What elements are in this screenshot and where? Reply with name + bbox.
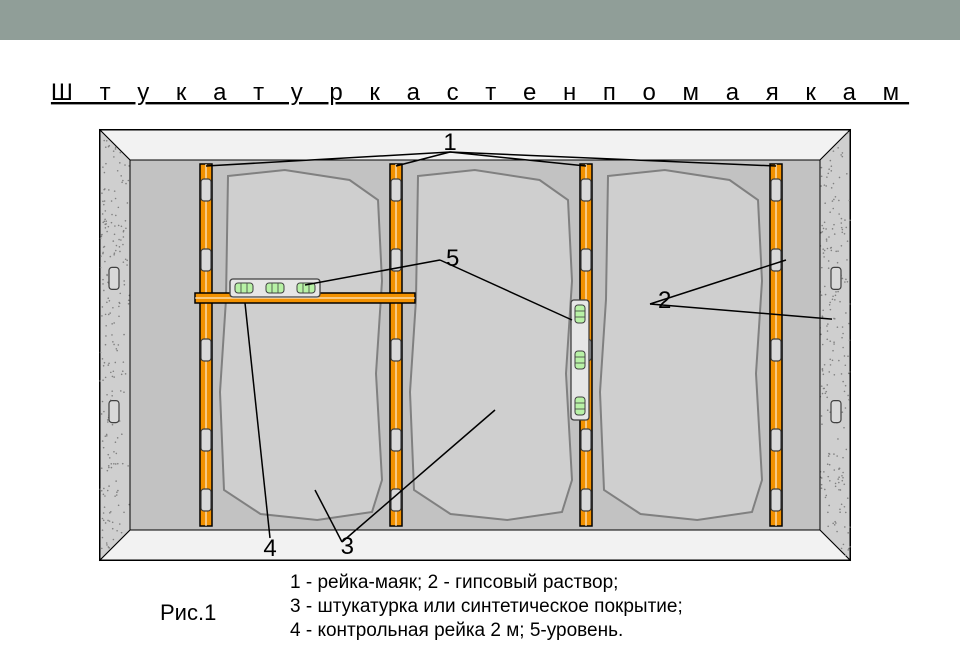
mortar-clip	[771, 489, 781, 511]
mortar-clip	[391, 179, 401, 201]
figure-label: Рис.1	[160, 600, 216, 625]
mortar-clip	[771, 249, 781, 271]
floor	[100, 530, 850, 560]
ceiling	[100, 130, 850, 160]
mortar-clip	[391, 429, 401, 451]
mortar-clip	[831, 267, 841, 289]
mortar-clip	[201, 339, 211, 361]
right-wall	[820, 130, 850, 560]
spirit-level	[571, 300, 589, 420]
mortar-clip	[109, 401, 119, 423]
plaster-blob	[600, 170, 762, 520]
mortar-clip	[771, 429, 781, 451]
mortar-clip	[831, 401, 841, 423]
mortar-clip	[581, 429, 591, 451]
mortar-clip	[771, 339, 781, 361]
legend-line: 1 - рейка-маяк; 2 - гипсовый раствор;	[290, 572, 618, 593]
mortar-clip	[201, 489, 211, 511]
diagram-svg: Ш т у к а т у р к а с т е н п о м а я к …	[0, 40, 960, 663]
mortar-clip	[581, 249, 591, 271]
diagram-page: Ш т у к а т у р к а с т е н п о м а я к …	[0, 40, 960, 663]
mortar-clip	[391, 339, 401, 361]
diagram-title: Ш т у к а т у р к а с т е н п о м а я к …	[51, 79, 909, 106]
mortar-clip	[201, 429, 211, 451]
plaster-blob	[410, 170, 572, 520]
mortar-clip	[771, 179, 781, 201]
plaster-blob	[220, 170, 382, 520]
mortar-clip	[201, 249, 211, 271]
mortar-clip	[201, 179, 211, 201]
mortar-clip	[581, 179, 591, 201]
window-topbar	[0, 0, 960, 40]
legend-line: 4 - контрольная рейка 2 м; 5-уровень.	[290, 620, 623, 641]
mortar-clip	[581, 489, 591, 511]
spirit-level	[230, 279, 320, 297]
callout-4: 4	[263, 535, 276, 562]
mortar-clip	[109, 267, 119, 289]
legend-line: 3 - штукатурка или синтетическое покрыти…	[290, 596, 683, 617]
